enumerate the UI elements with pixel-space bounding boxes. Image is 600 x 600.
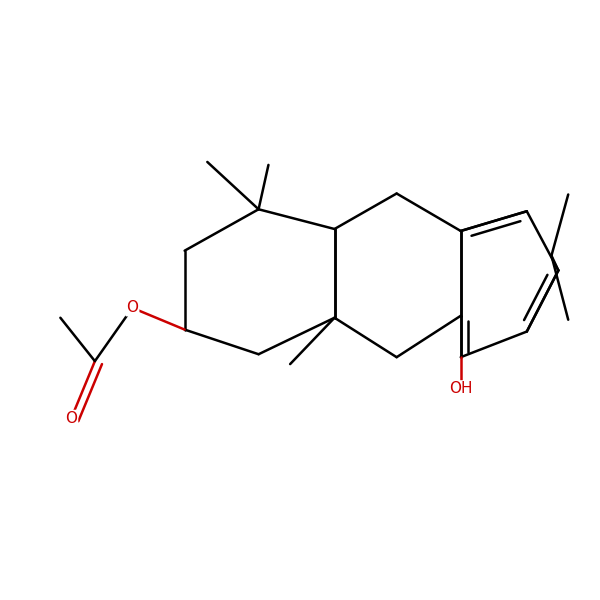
Text: O: O [65, 411, 77, 426]
Text: OH: OH [449, 381, 472, 396]
Text: O: O [127, 301, 139, 316]
